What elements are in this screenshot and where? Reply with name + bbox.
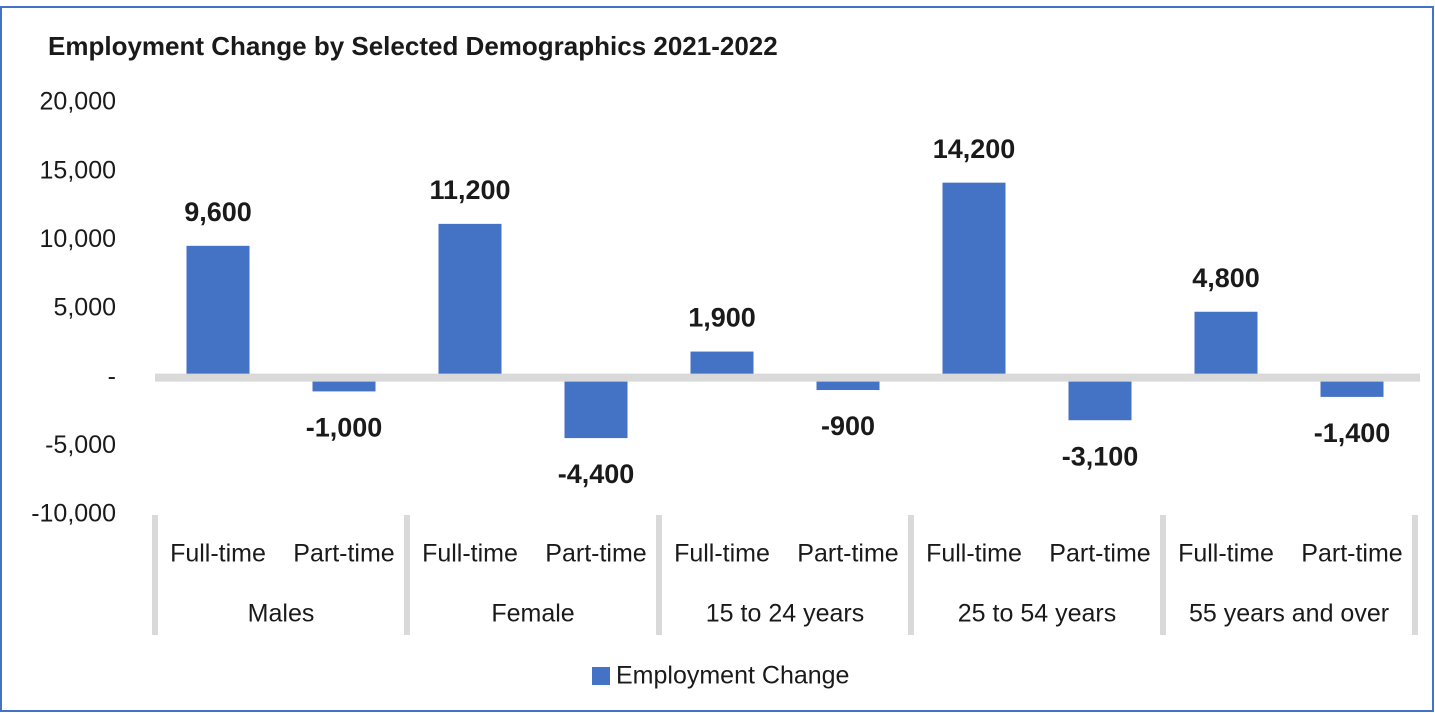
- y-tick-label: -10,000: [31, 500, 116, 528]
- legend-swatch: [592, 667, 610, 685]
- data-label: 1,900: [688, 303, 756, 333]
- bar: [186, 245, 250, 378]
- y-tick-label: 5,000: [53, 294, 116, 322]
- y-tick-label: -5,000: [45, 431, 116, 459]
- data-label: -4,400: [558, 459, 635, 489]
- group-label: Males: [248, 600, 315, 628]
- bar: [1320, 377, 1384, 397]
- group-label: 55 years and over: [1189, 600, 1389, 628]
- chart-title: Employment Change by Selected Demographi…: [48, 31, 778, 61]
- x-tick-label: Full-time: [1178, 540, 1274, 568]
- x-tick-label: Part-time: [797, 540, 898, 568]
- group-label: 15 to 24 years: [706, 600, 864, 628]
- legend-label: Employment Change: [616, 662, 849, 690]
- y-tick-label: -: [108, 362, 116, 390]
- x-tick-label: Part-time: [1301, 540, 1402, 568]
- group-label: 25 to 54 years: [958, 600, 1116, 628]
- data-label: -900: [821, 411, 875, 441]
- bar: [942, 182, 1006, 378]
- x-tick-label: Part-time: [1049, 540, 1150, 568]
- bar: [564, 377, 628, 439]
- x-tick-label: Full-time: [674, 540, 770, 568]
- y-tick-label: 10,000: [40, 225, 116, 253]
- bar: [1194, 311, 1258, 378]
- data-label: 11,200: [429, 175, 510, 205]
- y-tick-label: 15,000: [40, 156, 116, 184]
- x-tick-label: Full-time: [926, 540, 1022, 568]
- x-tick-label: Full-time: [422, 540, 518, 568]
- data-label: 4,800: [1192, 263, 1260, 293]
- x-tick-label: Full-time: [170, 540, 266, 568]
- x-tick-label: Part-time: [545, 540, 646, 568]
- data-label: 14,200: [933, 134, 1016, 164]
- bar: [690, 351, 754, 378]
- data-label: 9,600: [184, 197, 252, 227]
- group-label: Female: [491, 600, 574, 628]
- data-label: -1,000: [306, 413, 383, 443]
- data-label: -3,100: [1062, 441, 1139, 471]
- x-tick-label: Part-time: [293, 540, 394, 568]
- data-label: -1,400: [1314, 418, 1391, 448]
- y-tick-label: 20,000: [40, 88, 116, 116]
- bar: [438, 223, 502, 378]
- bar: [1068, 377, 1132, 421]
